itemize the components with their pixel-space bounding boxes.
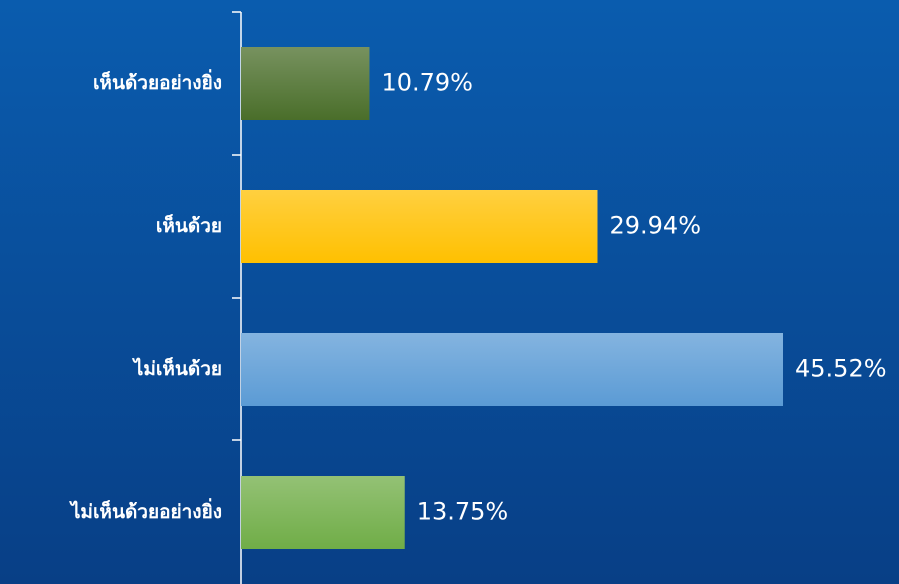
category-label: ไม่เห็นด้วยอย่างยิ่ง [69, 498, 222, 523]
bar-sheen [241, 47, 370, 120]
category-label: เห็นด้วย [156, 213, 222, 237]
value-label: 13.75% [417, 498, 509, 526]
value-label: 45.52% [795, 355, 887, 383]
axis-ticks [232, 11, 241, 441]
bar-sheen [241, 333, 783, 406]
category-label: ไม่เห็นด้วย [132, 356, 222, 380]
category-label: เห็นด้วยอย่างยิ่ง [93, 69, 222, 94]
value-label: 29.94% [609, 212, 701, 240]
value-label: 10.79% [381, 69, 473, 97]
bar-sheen [241, 476, 405, 549]
bar-sheen [241, 190, 598, 263]
